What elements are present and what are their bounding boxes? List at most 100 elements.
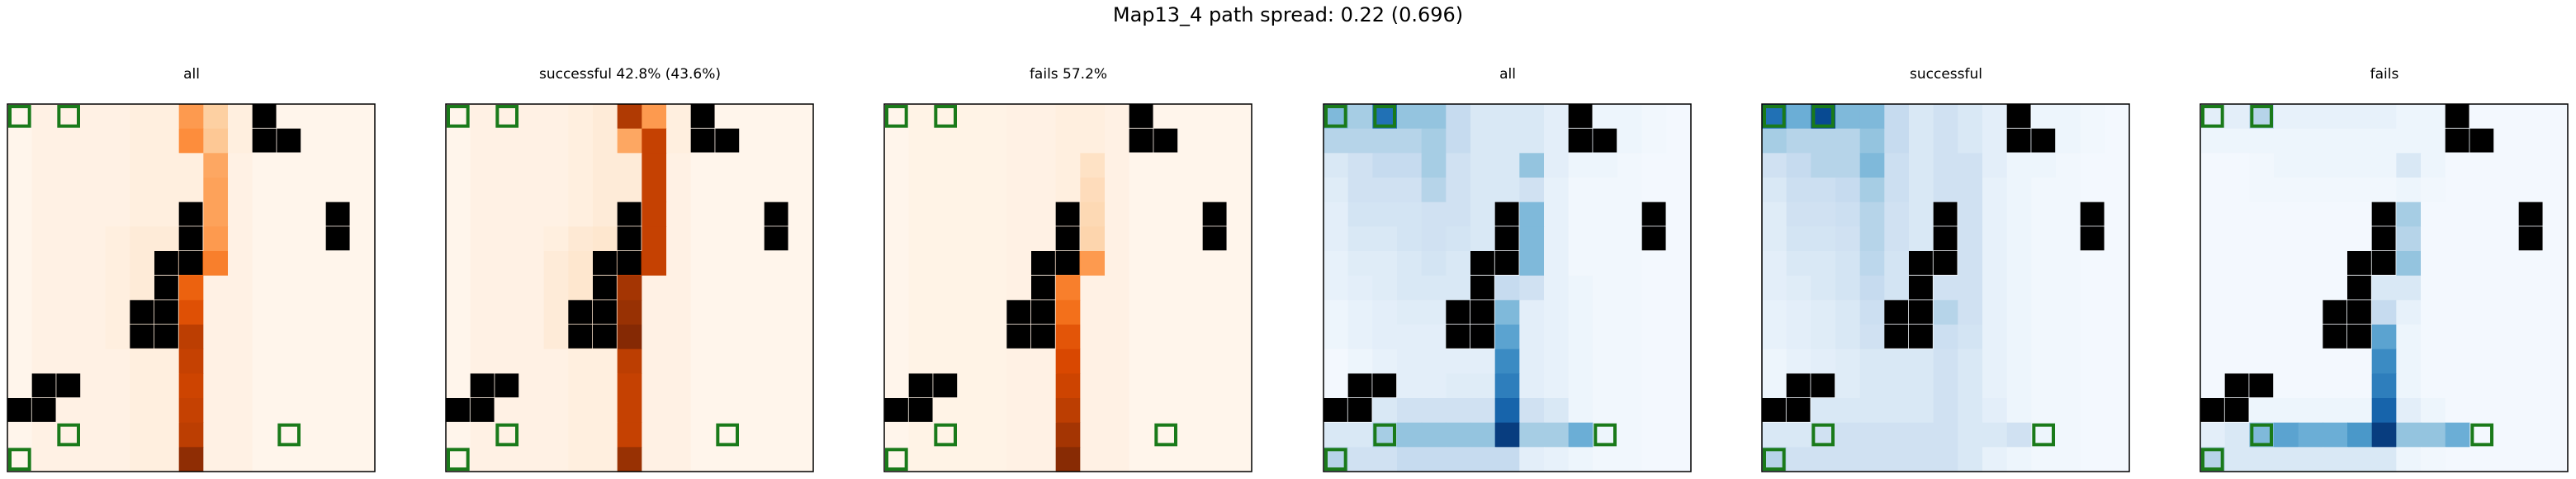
heat-cell [178, 447, 204, 472]
heat-cell [1982, 300, 2008, 325]
goal-marker [2470, 423, 2494, 447]
heat-cell [1421, 373, 1447, 399]
heat-cell [2371, 422, 2397, 448]
heat-cell [1544, 325, 1570, 350]
heat-cell [2249, 178, 2275, 203]
heat-cell [1762, 349, 1788, 374]
heat-cell [2323, 128, 2348, 154]
heat-cell [325, 373, 351, 399]
heat-cell [56, 349, 82, 374]
heat-cell [2249, 398, 2275, 424]
heat-cell [764, 178, 789, 203]
obstacle-cell [1202, 226, 1227, 251]
heat-cell [1835, 275, 1861, 301]
heat-cell [2494, 422, 2520, 448]
heat-cell [154, 128, 180, 154]
heat-cell [2323, 349, 2348, 374]
heat-cell [1519, 178, 1545, 203]
heat-cell [2543, 422, 2569, 448]
heat-cell [1617, 275, 1643, 301]
heat-cell [2347, 422, 2373, 448]
heat-cell [690, 226, 716, 252]
heat-cell [1227, 373, 1252, 399]
heat-cell [1105, 178, 1130, 203]
heat-cell [1080, 202, 1106, 227]
heat-cell [2543, 275, 2569, 301]
heat-cell [2518, 349, 2544, 374]
heat-cell [2445, 178, 2470, 203]
heat-cell [1909, 202, 1934, 227]
heat-cell [788, 251, 814, 277]
heat-cell [1641, 153, 1667, 178]
panel-4-title: all [1499, 66, 1516, 83]
heat-cell [2298, 226, 2323, 252]
heat-cell [1859, 447, 1885, 472]
heat-cell [130, 373, 155, 399]
heat-cell [2445, 202, 2470, 227]
heat-cell [2494, 153, 2520, 178]
heat-cell [56, 153, 82, 178]
heat-cell [2469, 104, 2495, 130]
heat-cell [154, 202, 180, 227]
heat-cell [1617, 202, 1643, 227]
heat-cell [642, 398, 667, 424]
heat-cell [2224, 202, 2250, 227]
heat-cell [325, 422, 351, 448]
heat-cell [446, 251, 471, 277]
heat-cell [933, 398, 959, 424]
heat-cell [7, 349, 33, 374]
heat-cell [740, 422, 765, 448]
obstacle-cell [1347, 398, 1372, 422]
heat-cell [2323, 153, 2348, 178]
heat-cell [2396, 275, 2422, 301]
obstacle-cell [884, 398, 908, 422]
panel-1-title: all [183, 66, 200, 83]
heat-cell [203, 373, 229, 399]
heat-cell [1617, 153, 1643, 178]
heat-cell [1446, 104, 1471, 130]
heat-cell [7, 422, 33, 448]
heat-cell [1859, 128, 1885, 154]
heat-cell [1884, 275, 1910, 301]
heat-cell [1884, 226, 1910, 252]
heat-cell [908, 325, 934, 350]
heat-cell [2298, 153, 2323, 178]
heat-cell [1129, 178, 1154, 203]
heat-cell [2105, 251, 2130, 277]
heat-cell [252, 178, 277, 203]
heat-cell [203, 398, 229, 424]
heat-cell [446, 275, 471, 301]
heat-cell [543, 422, 569, 448]
heat-cell [2445, 275, 2470, 301]
heat-cell [1641, 349, 1667, 374]
heat-cell [2056, 275, 2081, 301]
heat-cell [325, 300, 351, 325]
heat-cell [2347, 104, 2373, 130]
heat-cell [690, 300, 716, 325]
heat-cell [2396, 251, 2422, 277]
heat-cell [884, 349, 910, 374]
heat-cell [2080, 251, 2105, 277]
heat-cell [1080, 325, 1106, 350]
obstacle-cell [2224, 398, 2249, 422]
heat-cell [2200, 300, 2226, 325]
goal-marker [447, 105, 470, 128]
heat-cell [252, 226, 277, 252]
heat-cell [2274, 178, 2299, 203]
heat-cell [1958, 300, 1983, 325]
heat-cell [1884, 128, 1910, 154]
heat-cell [178, 398, 204, 424]
heat-cell [1811, 325, 1836, 350]
obstacle-cell [178, 251, 203, 275]
heat-cell [982, 202, 1007, 227]
heat-cell [1227, 104, 1252, 130]
goal-marker [1763, 105, 1786, 128]
heat-cell [2421, 300, 2446, 325]
heat-cell [2105, 153, 2130, 178]
obstacle-cell [154, 275, 178, 300]
heat-cell [2396, 398, 2422, 424]
heat-cell [2323, 422, 2348, 448]
heat-cell [1227, 325, 1252, 350]
heat-cell [446, 226, 471, 252]
heat-cell [543, 153, 569, 178]
